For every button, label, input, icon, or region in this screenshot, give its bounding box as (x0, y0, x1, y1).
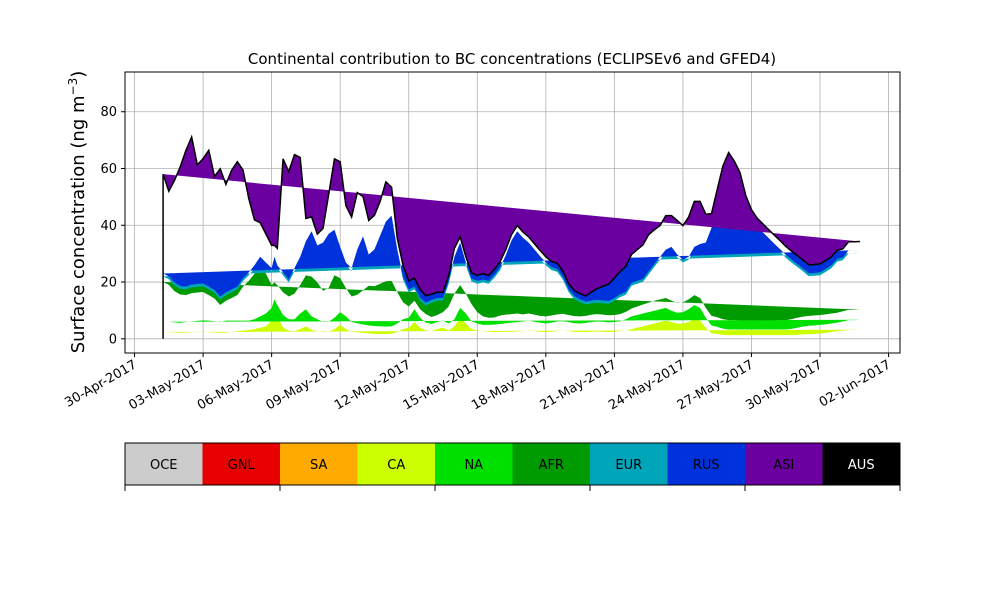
y-axis-ticks: 0 20 40 60 80 (100, 105, 125, 347)
legend-swatch-aus (822, 443, 901, 485)
y-tick-label: 60 (100, 162, 117, 177)
legend-swatch-gnl (202, 443, 281, 485)
area-asi (163, 137, 861, 296)
legend-frame (124, 442, 901, 486)
legend-swatch-rus (667, 443, 746, 485)
y-tick-label: 20 (100, 276, 117, 291)
area-ca (163, 309, 861, 336)
legend-label-asi: ASI (773, 458, 794, 473)
legend-label-rus: RUS (693, 458, 720, 473)
total-outline (162, 134, 861, 339)
y-axis-label: Surface concentration (ng m−3) (66, 71, 89, 354)
area-afr (163, 265, 861, 321)
legend-swatch-sa (280, 443, 358, 485)
area-rus (163, 161, 861, 303)
legend-swatch-asi (745, 443, 823, 485)
y-tick-label: 0 (109, 332, 117, 347)
y-tick-label: 40 (100, 219, 117, 234)
legend-label-eur: EUR (615, 458, 642, 473)
legend-label-oce: OCE (150, 458, 178, 473)
y-tick-label: 80 (100, 105, 117, 120)
area-na (163, 299, 861, 330)
legend-swatch-oce (125, 443, 203, 485)
legend-label-afr: AFR (539, 458, 564, 473)
legend-label-sa: SA (310, 458, 327, 473)
legend-label-ca: CA (387, 458, 405, 473)
legend-swatch-ca (357, 443, 436, 485)
legend-swatch-eur (590, 443, 668, 485)
plot-area (124, 71, 901, 354)
legend-label-aus: AUS (848, 458, 875, 473)
chart-title: Continental contribution to BC concentra… (248, 50, 776, 68)
legend-label-gnl: GNL (228, 458, 256, 473)
legend-swatch-na (435, 443, 513, 485)
axes-frame (124, 71, 901, 354)
legend-label-na: NA (464, 458, 483, 473)
area-eur (163, 163, 861, 306)
legend-swatch-afr (512, 443, 591, 485)
legend: OCE GNL SA CA NA AFR EUR RUS ASI AUS (124, 442, 901, 491)
stacked-areas (163, 137, 861, 336)
